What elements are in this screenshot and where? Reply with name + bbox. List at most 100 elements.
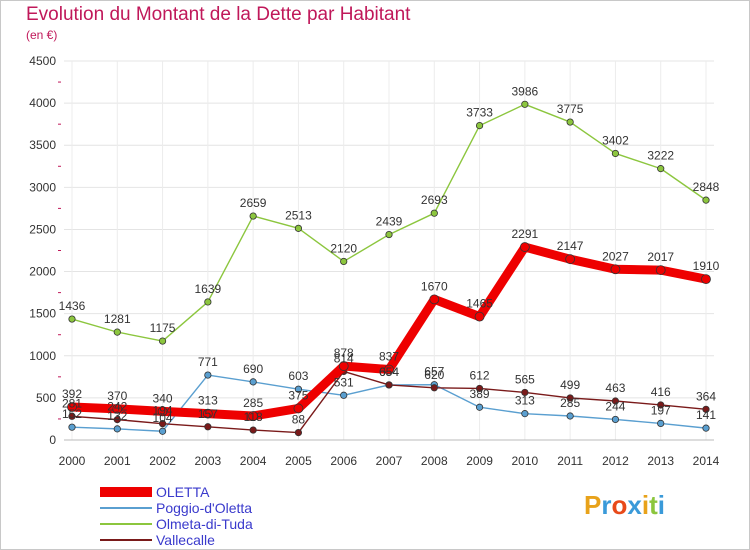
legend-swatch-olmeta	[100, 523, 152, 525]
data-label: 3733	[466, 106, 493, 120]
data-label: 285	[243, 396, 263, 410]
data-point	[248, 411, 259, 421]
data-point	[430, 384, 438, 392]
data-label: 389	[470, 387, 490, 401]
data-point	[385, 381, 393, 389]
data-point	[475, 384, 484, 393]
data-label: 104	[153, 411, 173, 425]
data-label: 771	[198, 355, 218, 369]
data-label: 2513	[285, 208, 312, 222]
x-tick-label: 2012	[602, 454, 629, 468]
data-label: 612	[470, 368, 490, 382]
x-tick-label: 2003	[195, 454, 222, 468]
data-point	[249, 426, 257, 434]
data-point	[158, 337, 167, 345]
logo-letter: t	[649, 490, 658, 520]
x-tick-label: 2009	[466, 454, 493, 468]
data-point	[430, 209, 438, 217]
legend-swatch-oletta	[100, 487, 152, 497]
data-label: 2848	[693, 180, 720, 194]
data-label: 157	[198, 407, 218, 421]
x-tick-label: 2002	[149, 454, 176, 468]
data-point	[611, 415, 620, 424]
data-point	[204, 371, 212, 379]
y-tick-label: 4000	[29, 96, 56, 110]
y-tick-label: 500	[36, 391, 56, 405]
data-point	[204, 423, 212, 431]
data-label: 654	[379, 365, 399, 379]
data-label: 1436	[59, 299, 86, 313]
data-label: 814	[334, 351, 354, 365]
data-label: 416	[651, 385, 671, 399]
data-point	[611, 397, 620, 405]
data-label: 88	[292, 413, 306, 427]
data-point	[340, 391, 348, 399]
data-label: 3775	[557, 102, 584, 116]
data-label: 3222	[647, 149, 674, 163]
data-point	[294, 385, 303, 393]
legend-label-oletta: OLETTA	[156, 484, 210, 500]
data-point	[294, 428, 303, 437]
data-label: 242	[107, 400, 127, 414]
data-label: 878	[334, 346, 354, 360]
y-tick-label: 2000	[29, 265, 56, 279]
x-tick-label: 2010	[512, 454, 539, 468]
data-label: 152	[62, 407, 82, 421]
data-label: 463	[605, 381, 625, 395]
data-point	[294, 224, 303, 232]
data-point	[157, 406, 168, 417]
data-point	[293, 403, 304, 414]
data-label: 244	[605, 399, 625, 413]
data-point	[565, 254, 576, 265]
data-label: 132	[107, 409, 127, 423]
data-point	[429, 294, 440, 305]
data-point	[521, 100, 529, 108]
data-point	[566, 394, 574, 402]
data-point	[521, 410, 529, 418]
x-tick-label: 2006	[330, 454, 357, 468]
x-tick-label: 2011	[557, 454, 583, 468]
data-label: 3986	[512, 84, 539, 98]
legend-item-oletta: OLETTA	[100, 484, 320, 500]
x-tick-label: 2000	[59, 454, 86, 468]
data-point	[475, 121, 484, 130]
data-label: 141	[696, 408, 716, 422]
data-label: 565	[515, 372, 535, 386]
data-point	[113, 416, 121, 424]
logo-letter: r	[601, 490, 612, 520]
data-label: 194	[153, 404, 173, 418]
data-point	[112, 403, 123, 414]
x-tick-label: 2013	[647, 454, 674, 468]
x-tick-label: 2005	[285, 454, 312, 468]
legend-label-vallecalle: Vallecalle	[156, 532, 215, 548]
data-label: 2120	[330, 241, 357, 255]
data-label: 654	[379, 365, 399, 379]
y-tick-label: 2500	[29, 222, 56, 236]
x-tick-label: 2008	[421, 454, 448, 468]
data-point	[655, 265, 666, 276]
data-label: 2659	[240, 196, 267, 210]
chart-legend: OLETTA Poggio-d'Oletta Olmeta-di-Tuda Va…	[100, 484, 320, 548]
data-label: 1670	[421, 279, 448, 293]
y-tick-label: 4500	[29, 54, 56, 68]
data-label: 370	[107, 389, 127, 403]
data-label: 313	[198, 394, 218, 408]
data-label: 197	[651, 403, 671, 417]
logo-letter: P	[584, 490, 602, 520]
data-label: 1639	[195, 282, 222, 296]
legend-label-olmeta: Olmeta-di-Tuda	[156, 516, 253, 532]
y-tick-label: 1000	[29, 349, 56, 363]
data-point	[474, 311, 485, 322]
data-point	[566, 118, 574, 126]
data-label: 2027	[602, 249, 629, 263]
data-point	[113, 425, 121, 433]
y-tick-label: 3000	[29, 180, 56, 194]
data-point	[611, 149, 620, 158]
data-label: 2147	[557, 239, 584, 253]
data-point	[67, 402, 77, 412]
logo-letter: i	[641, 490, 650, 520]
y-tick-label: 1500	[29, 307, 56, 321]
data-label: 285	[560, 396, 580, 410]
data-label: 2291	[512, 227, 539, 241]
